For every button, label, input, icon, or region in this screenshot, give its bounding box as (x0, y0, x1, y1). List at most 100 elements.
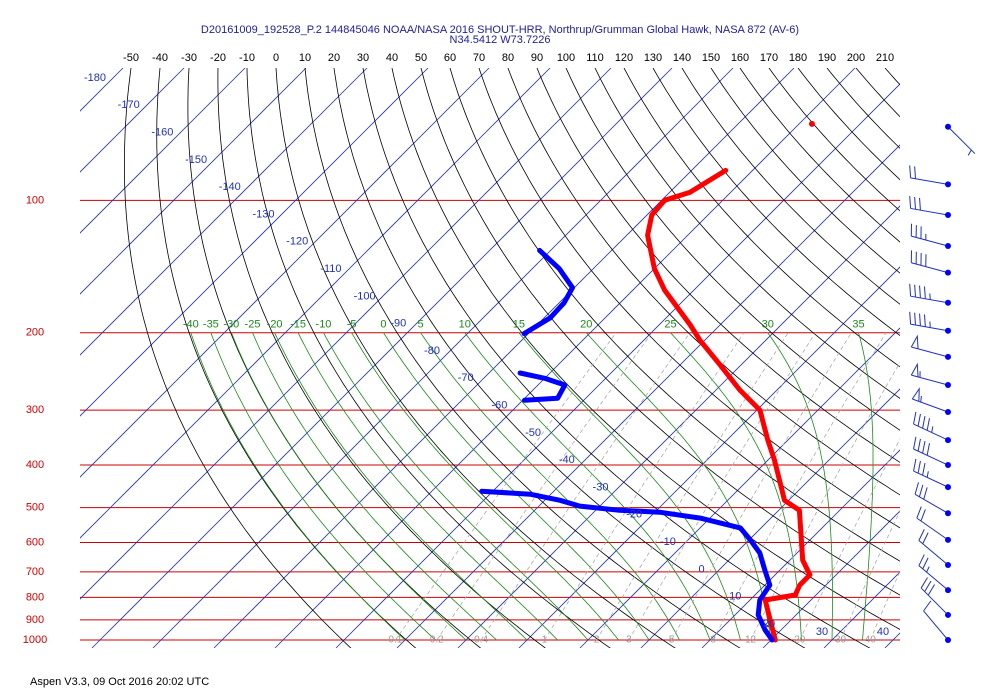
moist-adiabat-label: 15 (513, 319, 525, 331)
isotherm (80, 68, 612, 600)
moist-adiabat (231, 332, 467, 641)
isotherm-label: -90 (390, 318, 406, 330)
wind-barb-base (945, 437, 951, 444)
moist-adiabat (383, 332, 650, 641)
dry-adiabat (855, 68, 900, 118)
dry-adiabat (333, 68, 806, 648)
dry-adiabat-label: 210 (876, 52, 894, 64)
moist-adiabat-label: 35 (852, 319, 864, 331)
mixing-ratio-label: 3 (626, 635, 632, 646)
wind-barb (947, 126, 976, 156)
mixing-ratio-label: 0.2 (430, 635, 444, 646)
wind-barb (923, 600, 949, 641)
isotherm-label: -100 (354, 290, 376, 302)
mixing-ratio-label: 20 (794, 635, 806, 646)
moist-adiabat (351, 332, 619, 641)
isotherm-label: -150 (185, 154, 207, 166)
isotherm-label: -170 (118, 99, 140, 111)
wind-barb (920, 577, 949, 616)
chart-title: D20161009_192528_P.2 144845046 NOAA/NASA… (201, 24, 799, 36)
moist-adiabat-label: 20 (580, 319, 592, 331)
moist-adiabat-label: -15 (290, 319, 306, 331)
mixing-ratio-line (799, 438, 900, 641)
isotherm-label: -70 (458, 372, 474, 384)
dry-adiabat (565, 68, 900, 431)
dry-adiabat (681, 68, 900, 305)
isotherm-label: 40 (877, 626, 889, 638)
mixing-ratio-label: 8 (710, 635, 716, 646)
wind-barb-base (945, 510, 951, 517)
footer: Aspen V3.3, 09 Oct 2016 20:02 UTC (30, 676, 209, 688)
moist-adiabat-label: 10 (459, 319, 471, 331)
isotherm (518, 266, 900, 648)
dry-adiabat-label: -50 (123, 52, 139, 64)
isotherm-label: -40 (559, 454, 575, 466)
isotherm-label: -140 (219, 181, 241, 193)
wind-barb (909, 196, 949, 216)
isotherm (80, 68, 185, 173)
mixing-ratio-label: 30 (835, 635, 847, 646)
wind-barb (918, 554, 949, 591)
isotherm-label: -120 (286, 236, 308, 248)
isotherm-label: -60 (491, 400, 507, 412)
y-tick-label: 100 (26, 194, 44, 206)
y-tick-label: 900 (26, 614, 44, 626)
isotherm-label: 20 (763, 618, 775, 630)
y-tick-label: 200 (26, 327, 44, 339)
dry-adiabat (124, 68, 352, 648)
wind-barb-base (945, 299, 951, 306)
moist-adiabat (297, 332, 558, 641)
wind-barb-base (945, 462, 951, 469)
wind-barb (911, 387, 949, 413)
moist-adiabat-label: -30 (223, 319, 239, 331)
dry-adiabat-label: 20 (328, 52, 340, 64)
isotherm-label: -180 (84, 72, 106, 84)
dry-adiabat (768, 68, 900, 212)
isotherm (396, 144, 900, 648)
y-tick-label: 800 (26, 591, 44, 603)
wind-barb (913, 436, 949, 466)
dry-adiabat-label: 120 (615, 52, 633, 64)
dry-adiabat-label: 160 (731, 52, 749, 64)
dry-adiabat-label: 180 (789, 52, 807, 64)
dry-adiabat (710, 68, 900, 274)
wind-barb (910, 223, 949, 247)
isotherm (274, 68, 856, 648)
wind-barb-base (945, 409, 951, 416)
isotherm-label: -10 (660, 536, 676, 548)
moist-adiabat (323, 332, 589, 641)
dry-adiabat (884, 68, 900, 86)
dry-adiabat-label: -30 (181, 52, 197, 64)
isotherm (80, 68, 429, 417)
labels: 1002003004005006007008009001000-180-170-… (23, 52, 894, 646)
wind-barb (910, 250, 949, 274)
mixing-ratio-line (436, 332, 653, 641)
moist-adiabat (210, 332, 436, 641)
dry-adiabat-label: 100 (557, 52, 575, 64)
mixing-ratio-line (671, 332, 852, 641)
dry-adiabat-label: 190 (818, 52, 836, 64)
dry-adiabat-label: 70 (473, 52, 485, 64)
dry-adiabat-label: 170 (760, 52, 778, 64)
wind-barb-base (945, 123, 951, 130)
dry-adiabat (449, 68, 900, 562)
isotherm (91, 68, 673, 648)
wind-barb-base (945, 212, 951, 219)
dry-adiabat-label: -40 (152, 52, 168, 64)
mixing-ratio-line (712, 332, 887, 641)
mixing-ratio-line (840, 510, 900, 641)
moist-adiabat (274, 332, 528, 641)
mixing-ratio-label: 0.4 (474, 635, 488, 646)
mixing-ratio-label: 1 (542, 635, 548, 646)
isotherm-label: 0 (699, 563, 705, 575)
isotherm (152, 68, 734, 648)
dry-adiabat (275, 68, 676, 648)
mixing-ratio-label: 12 (745, 635, 757, 646)
dry-adiabat (652, 68, 900, 337)
moist-adiabat (670, 332, 802, 641)
y-tick-label: 700 (26, 566, 44, 578)
wind-barb (910, 362, 949, 386)
wind-barb-base (945, 536, 951, 543)
dry-adiabat (187, 68, 482, 648)
dry-adiabat (623, 68, 900, 368)
